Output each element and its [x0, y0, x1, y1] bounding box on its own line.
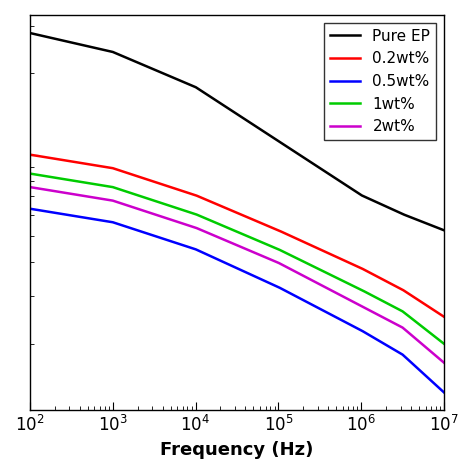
- 2wt%: [431, 352, 437, 357]
- 1wt%: [366, 291, 372, 297]
- 1wt%: [27, 171, 33, 176]
- 1wt%: [441, 341, 447, 346]
- 1wt%: [273, 246, 279, 251]
- 0.5wt%: [431, 381, 437, 386]
- 0.2wt%: [224, 206, 229, 211]
- 0.5wt%: [441, 390, 447, 395]
- 0.5wt%: [224, 261, 229, 266]
- Pure EP: [251, 122, 257, 128]
- 0.2wt%: [27, 152, 33, 157]
- 0.5wt%: [251, 273, 257, 279]
- Pure EP: [226, 106, 232, 112]
- X-axis label: Frequency (Hz): Frequency (Hz): [160, 441, 314, 459]
- 1wt%: [226, 226, 232, 231]
- Pure EP: [273, 137, 279, 143]
- 0.2wt%: [431, 308, 437, 313]
- Pure EP: [27, 30, 33, 36]
- 0.2wt%: [226, 207, 232, 212]
- 0.2wt%: [441, 314, 447, 319]
- 2wt%: [441, 360, 447, 365]
- 0.2wt%: [251, 217, 257, 223]
- Line: Pure EP: Pure EP: [30, 33, 444, 230]
- Legend: Pure EP, 0.2wt%, 0.5wt%, 1wt%, 2wt%: Pure EP, 0.2wt%, 0.5wt%, 1wt%, 2wt%: [324, 23, 437, 140]
- 2wt%: [27, 184, 33, 190]
- 0.5wt%: [27, 206, 33, 211]
- Line: 0.2wt%: 0.2wt%: [30, 155, 444, 317]
- 2wt%: [226, 239, 232, 245]
- 0.2wt%: [366, 270, 372, 275]
- 0.5wt%: [226, 262, 232, 267]
- 2wt%: [366, 308, 372, 313]
- 2wt%: [224, 238, 229, 244]
- 2wt%: [273, 259, 279, 265]
- 1wt%: [431, 333, 437, 339]
- Pure EP: [431, 224, 437, 229]
- Pure EP: [366, 196, 372, 202]
- Line: 2wt%: 2wt%: [30, 187, 444, 363]
- 2wt%: [251, 249, 257, 255]
- Line: 1wt%: 1wt%: [30, 173, 444, 344]
- Pure EP: [441, 228, 447, 233]
- 1wt%: [251, 236, 257, 242]
- Pure EP: [224, 104, 229, 110]
- 1wt%: [224, 224, 229, 230]
- 0.5wt%: [273, 283, 279, 289]
- Line: 0.5wt%: 0.5wt%: [30, 209, 444, 392]
- 0.2wt%: [273, 227, 279, 232]
- 0.5wt%: [366, 332, 372, 338]
